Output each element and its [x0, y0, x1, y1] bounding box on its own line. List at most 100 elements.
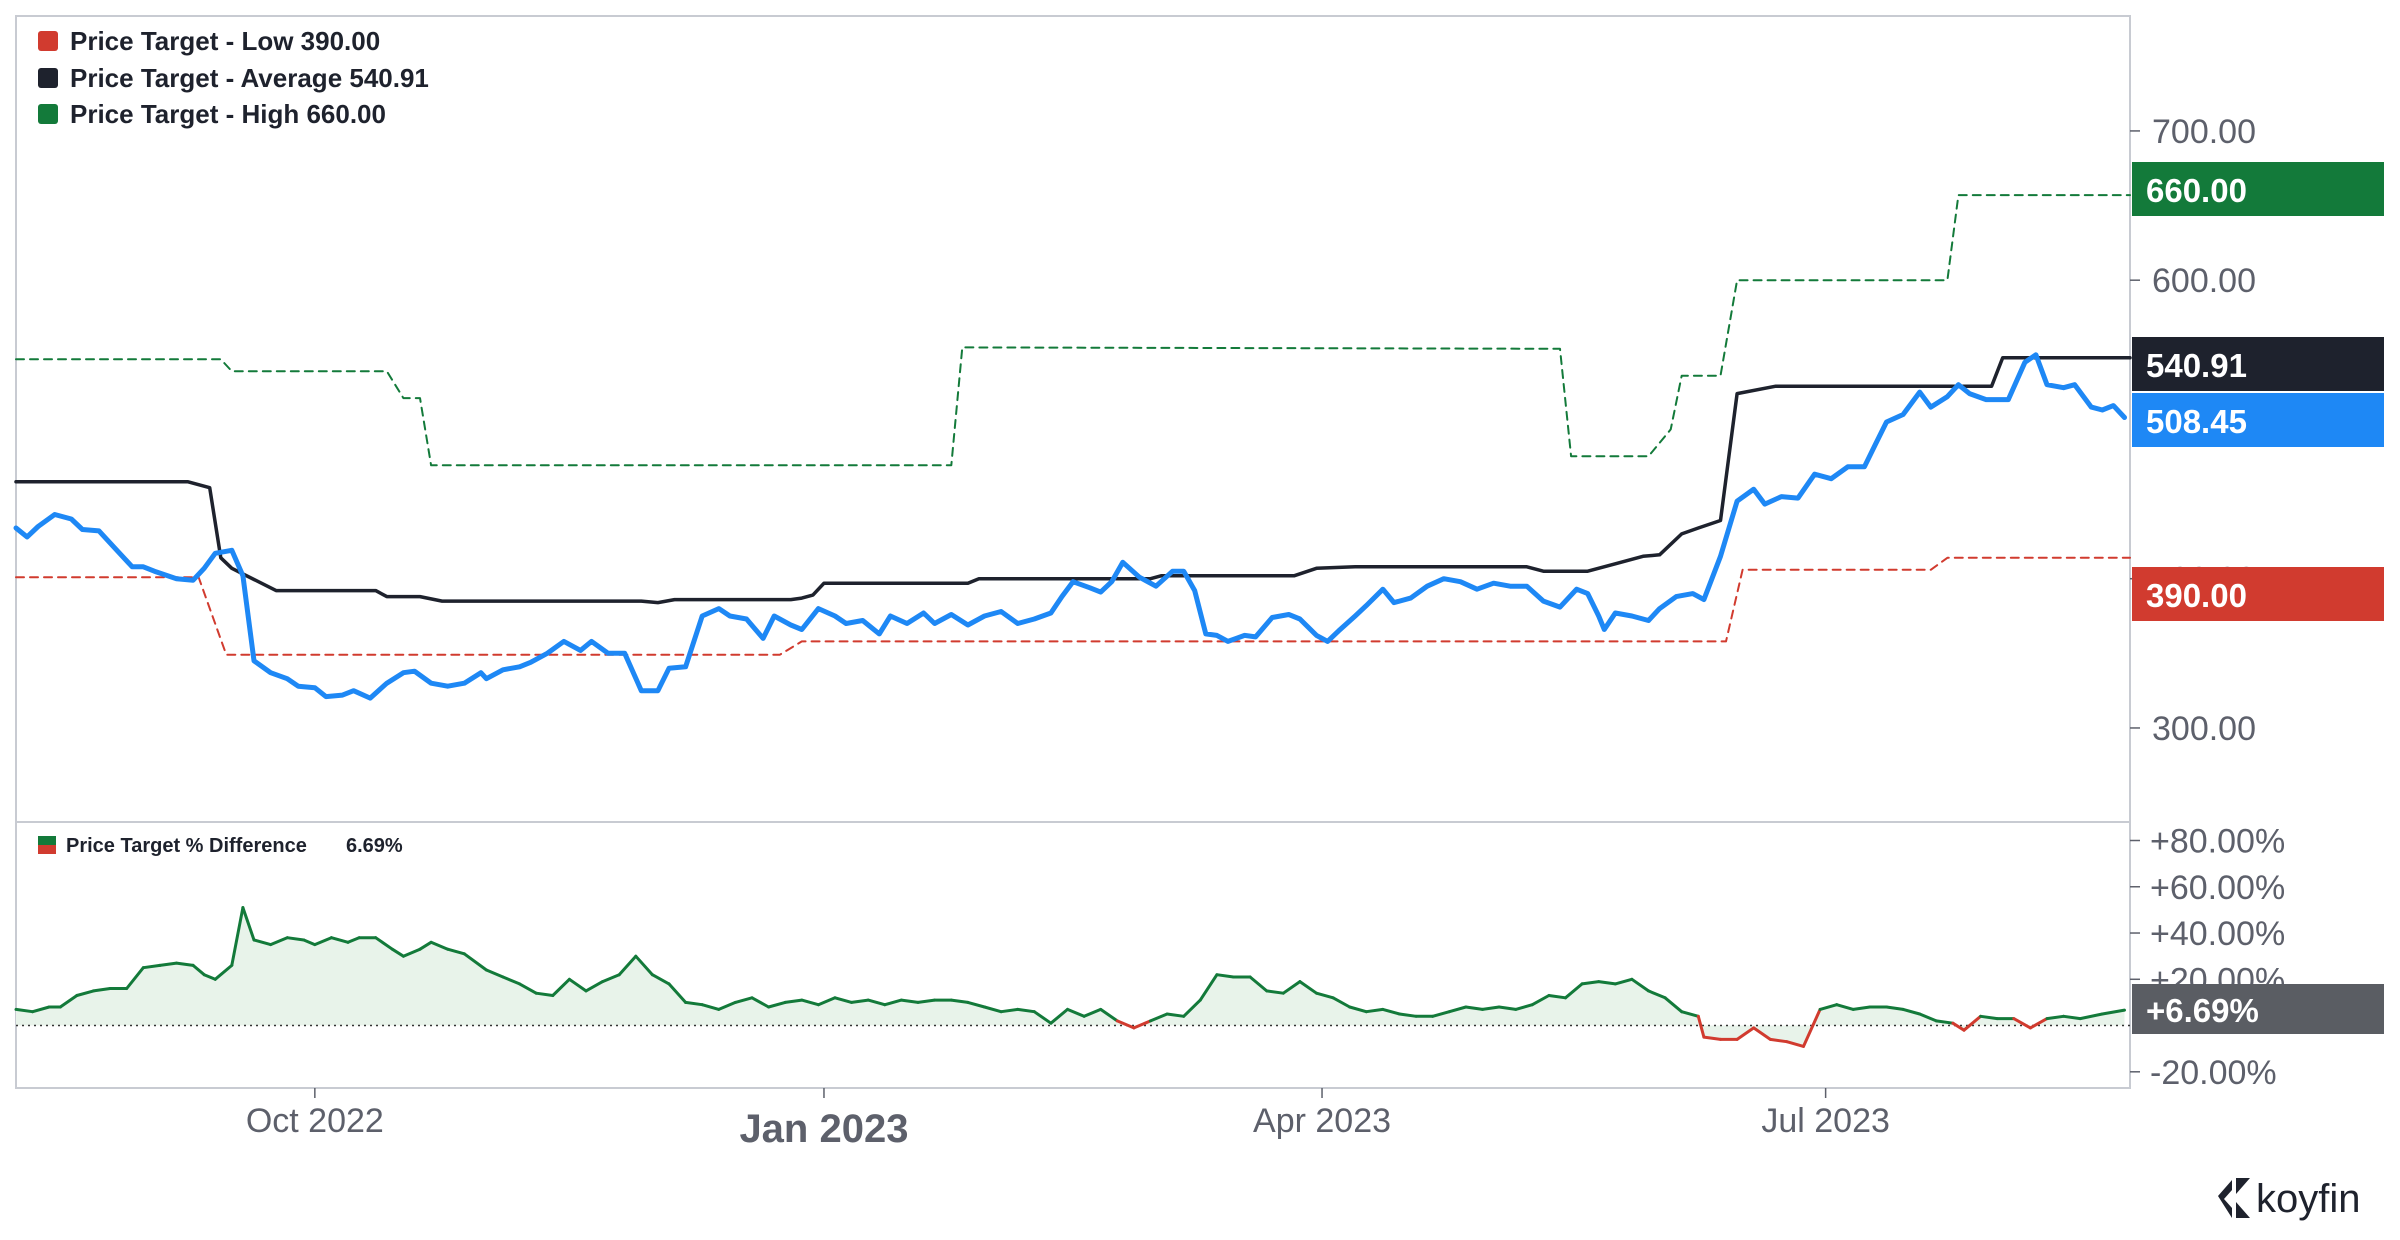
diff-line-segment	[230, 906, 245, 967]
diff-line-segment	[202, 973, 217, 981]
date-axis-label: Apr 2023	[1253, 1102, 1391, 1140]
diff-line-segment	[551, 977, 571, 997]
diff-line-segment	[14, 1007, 35, 1014]
date-axis-label: Jul 2023	[1761, 1102, 1890, 1140]
koyfin-logo: koyfin	[2218, 1177, 2361, 1221]
diff-line-segment	[31, 1005, 51, 1014]
diff-line-segment	[429, 940, 450, 951]
diff-line-segment	[1298, 980, 1318, 995]
diff-line-segment	[850, 998, 870, 1004]
diff-line-segment	[1281, 980, 1302, 995]
diff-line-segment	[916, 998, 937, 1004]
diff-line-segment	[1885, 1005, 1905, 1011]
diff-line-segment	[75, 989, 95, 997]
diff-line-segment	[446, 947, 466, 956]
diff-line-segment	[1851, 1005, 1872, 1011]
value-tags: 660.00 540.91 508.45 390.00 +6.69%	[2132, 162, 2384, 1034]
diff-line-segment	[374, 936, 394, 951]
high-series-line	[15, 194, 2131, 467]
diff-line-segment	[1149, 1012, 1169, 1023]
legend-swatch-diff-bottom	[38, 845, 56, 854]
diff-line-segment	[2045, 1014, 2066, 1021]
diff-line-segment	[1663, 996, 1684, 1014]
diff-line-segment	[667, 982, 688, 1004]
tag-low-label: 390.00	[2146, 577, 2247, 614]
diff-line-segment	[2062, 1014, 2082, 1021]
diff-line-segment	[2100, 1008, 2126, 1016]
diff-line-segment	[1752, 1026, 1772, 1041]
legend-item-average[interactable]: Price Target - Average 540.91	[38, 63, 429, 93]
tag-high-box	[2132, 162, 2384, 216]
diff-line-segment	[58, 994, 79, 1009]
percent-axis-label: +80.00%	[2150, 823, 2285, 861]
diff-line-segment	[1901, 1007, 1922, 1016]
diff-line-segment	[484, 968, 505, 979]
diff-line-segment	[2012, 1017, 2032, 1030]
percent-axis-label: +40.00%	[2150, 915, 2285, 953]
legend-swatch-low	[38, 31, 58, 51]
diff-line-segment	[1049, 1007, 1069, 1025]
diff-line-segment	[1597, 980, 1617, 986]
diff-line-segment	[1564, 982, 1584, 1000]
diff-line-segment	[158, 961, 178, 967]
main-legend: Price Target - Low 390.00 Price Target -…	[38, 26, 429, 129]
koyfin-logo-icon	[2218, 1178, 2250, 1218]
diff-line-segment	[285, 936, 306, 942]
diff-line-segment	[1115, 1019, 1136, 1030]
diff-line-segment	[883, 998, 903, 1007]
diff-line-segment	[601, 973, 621, 984]
diff-line-segment	[1696, 1014, 1706, 1039]
diff-line-segment	[866, 998, 887, 1007]
diff-line-segment	[983, 1005, 1003, 1014]
diff-line-segment	[1066, 1007, 1086, 1018]
diff-line-segment	[1348, 1005, 1368, 1014]
diff-line-segment	[241, 906, 256, 942]
diff-line-segment	[1514, 1003, 1534, 1011]
diff-line-segment	[617, 954, 638, 977]
tag-average-label: 540.91	[2146, 347, 2247, 384]
diff-line-segment	[1768, 1037, 1789, 1044]
diff-line-segment	[1198, 973, 1219, 1002]
diff-legend[interactable]: Price Target % Difference 6.69%	[38, 835, 403, 857]
diff-line-segment	[1934, 1019, 1955, 1025]
diff-line-segment	[650, 973, 671, 986]
diff-line-segment	[2078, 1012, 2104, 1021]
legend-item-low[interactable]: Price Target - Low 390.00	[38, 26, 380, 56]
tag-high-label: 660.00	[2146, 172, 2247, 209]
diff-line-segment	[1182, 998, 1202, 1018]
diff-line-segment	[899, 998, 920, 1004]
diff-line-segment	[717, 1000, 737, 1011]
diff-line-segment	[346, 936, 361, 944]
diff-line-segment	[1918, 1012, 1938, 1023]
diff-line-segment	[1248, 975, 1269, 993]
diff-line-segment	[783, 998, 804, 1004]
diff-line-segment	[1613, 977, 1634, 986]
main-series-layer	[13, 194, 2132, 701]
price-axis-label: 300.00	[2152, 710, 2256, 748]
percent-axis-label: -20.00%	[2150, 1054, 2277, 1092]
diff-line-segment	[750, 996, 771, 1009]
tag-price-box	[2132, 393, 2384, 447]
legend-item-high[interactable]: Price Target - High 660.00	[38, 99, 386, 129]
price-axis-label: 600.00	[2152, 262, 2256, 300]
diff-line-segment	[1680, 1010, 1700, 1018]
tag-price-label: 508.45	[2146, 403, 2247, 440]
diff-line-segment	[684, 1000, 704, 1007]
diff-line-segment	[534, 991, 555, 997]
diff-line-segment	[733, 996, 754, 1004]
diff-area-fill	[16, 907, 2125, 1047]
diff-line-segment	[401, 947, 422, 958]
price-axis-label: 700.00	[2152, 113, 2256, 151]
diff-line-segment	[501, 975, 522, 986]
diff-line-segment	[1364, 1007, 1385, 1014]
diff-line-segment	[1381, 1007, 1401, 1016]
legend-label-low: Price Target - Low 390.00	[70, 26, 380, 56]
diff-line-segment	[1315, 991, 1335, 1000]
diff-line-segment	[999, 1007, 1020, 1014]
diff-line-segment	[767, 1000, 787, 1009]
legend-label-high: Price Target - High 660.00	[70, 99, 386, 129]
low-series-line	[15, 556, 2131, 656]
diff-line-segment	[1735, 1026, 1756, 1041]
diff-line-segment	[966, 1000, 986, 1009]
